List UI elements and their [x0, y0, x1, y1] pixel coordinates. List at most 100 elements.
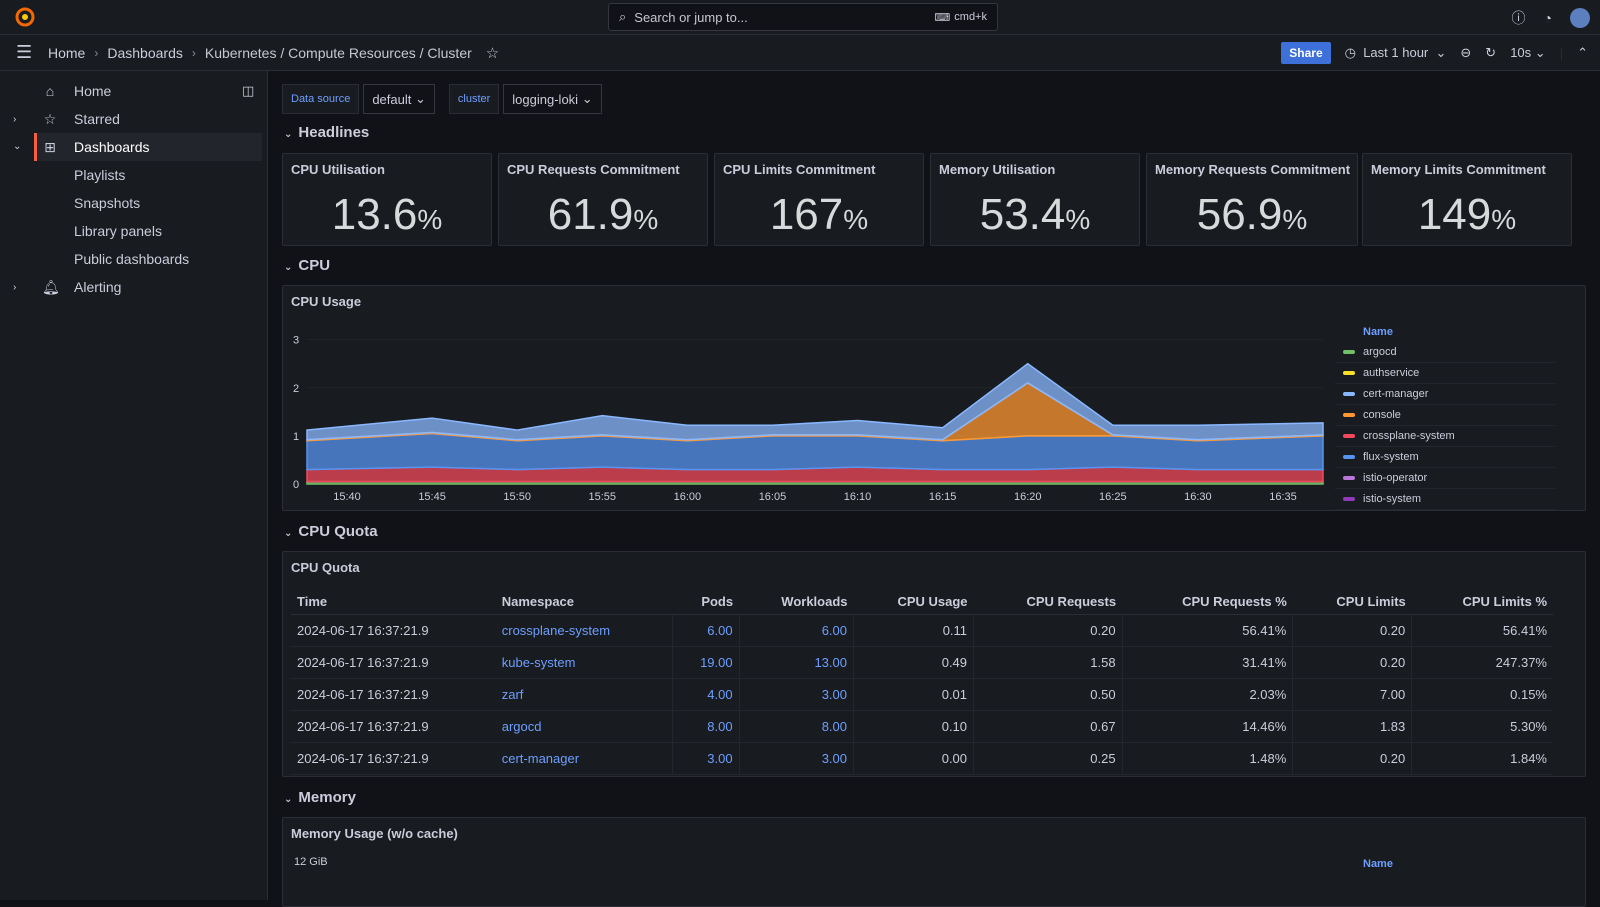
row-cpu[interactable]: ⌄ CPU [284, 257, 331, 274]
table-cell[interactable]: 3.00 [672, 742, 740, 775]
column-header[interactable]: CPU Limits [1292, 590, 1412, 615]
series-area-cert-manager[interactable] [306, 362, 1324, 441]
column-header[interactable]: CPU Requests % [1122, 590, 1293, 615]
column-header[interactable]: Pods [672, 590, 740, 615]
grafana-logo-icon[interactable] [14, 6, 36, 28]
share-button[interactable]: Share [1281, 42, 1331, 64]
table-cell[interactable]: 4.00 [672, 678, 740, 711]
stat-panel[interactable]: CPU Utilisation 13.6% [282, 153, 492, 246]
table-cell: 5.30% [1411, 710, 1553, 743]
table-cell[interactable]: cert-manager [495, 742, 673, 775]
column-header[interactable]: CPU Limits % [1411, 590, 1553, 615]
table-cell: 0.20 [1292, 646, 1412, 679]
breadcrumb-dashboards[interactable]: Dashboards [107, 44, 183, 61]
search-input[interactable]: ⌕ Search or jump to... ⌨ cmd+k [608, 3, 998, 31]
sidebar-item-playlists[interactable]: Playlists [74, 167, 126, 183]
cpu-usage-panel[interactable]: CPU Usage 0 1 2 3 15:40 15:45 15:50 15:55 16:00 1… [282, 285, 1586, 511]
chevron-right-icon[interactable]: › [13, 281, 17, 293]
sidebar-item-starred[interactable]: › ☆ Starred [13, 110, 120, 128]
column-header[interactable]: Workloads [739, 590, 854, 615]
chevron-down-icon[interactable]: ⌄ [13, 141, 22, 152]
breadcrumb-home[interactable]: Home [48, 44, 86, 61]
time-picker[interactable]: ◷ Last 1 hour ⌄ [1344, 45, 1447, 60]
chevron-down-icon: ⌄ [284, 262, 293, 273]
refresh-interval-picker[interactable]: 10s ⌄ [1510, 45, 1546, 60]
table-cell[interactable]: 8.00 [672, 710, 740, 743]
column-header[interactable]: Namespace [495, 590, 673, 615]
legend-swatch [1343, 476, 1355, 480]
news-feed-icon[interactable]: ◔ [1543, 9, 1552, 26]
x-axis-tick: 16:05 [759, 491, 787, 503]
table-cell[interactable]: 3.00 [738, 742, 854, 775]
row-memory[interactable]: ⌄ Memory [284, 789, 356, 806]
legend-header[interactable]: Name [1363, 858, 1393, 870]
chevron-down-icon: ⌄ [1534, 45, 1546, 60]
cpu-quota-panel[interactable]: CPU Quota Time Namespace Pods Workloads CPU … [282, 551, 1586, 777]
search-placeholder: Search or jump to... [634, 9, 748, 25]
memory-usage-panel[interactable]: Memory Usage (w/o cache) 12 GiB Name [282, 817, 1586, 907]
table-cell[interactable]: 3.00 [738, 678, 854, 711]
column-header[interactable]: CPU Usage [853, 590, 974, 615]
table-cell: 2024-06-17 16:37:21.9 [291, 646, 496, 679]
table-cell: 1.48% [1121, 742, 1293, 775]
table-cell[interactable]: 13.00 [738, 646, 854, 679]
chevron-right-icon: › [191, 45, 196, 60]
sidebar-item-library-panels[interactable]: Library panels [74, 223, 162, 239]
legend-item[interactable]: istio-system [1335, 489, 1555, 510]
legend-item[interactable]: istio-operator [1335, 468, 1555, 489]
table-cell[interactable]: 6.00 [672, 614, 740, 647]
legend-item[interactable]: crossplane-system [1335, 426, 1555, 447]
column-header[interactable]: CPU Requests [973, 590, 1123, 615]
stat-panel[interactable]: Memory Utilisation 53.4% [930, 153, 1140, 246]
grid-icon: ⊞ [44, 138, 56, 155]
zoom-out-icon[interactable]: ⊖ [1460, 45, 1472, 60]
collapse-icon[interactable]: ⌃ [1577, 45, 1588, 60]
table-cell: 0.67 [973, 710, 1123, 743]
menu-icon[interactable]: ☰ [16, 42, 33, 62]
cluster-select[interactable]: logging-loki ⌄ [503, 84, 602, 114]
table-cell[interactable]: argocd [495, 710, 673, 743]
stat-panel[interactable]: CPU Requests Commitment 61.9% [498, 153, 708, 246]
x-axis-tick: 16:10 [844, 491, 872, 503]
panel-title: Memory Usage (w/o cache) [291, 826, 458, 841]
sidebar-item-alerting[interactable]: › 🔔︎ Alerting [13, 278, 122, 296]
sidebar-item-home[interactable]: ⌂ Home [0, 77, 268, 105]
legend-item[interactable]: flux-system [1335, 447, 1555, 468]
legend-item[interactable]: console [1335, 405, 1555, 426]
stat-panel[interactable]: Memory Requests Commitment 56.9% [1146, 153, 1358, 246]
refresh-icon[interactable]: ↻ [1485, 45, 1497, 60]
help-icon[interactable]: ⓘ [1511, 9, 1526, 26]
table-cell[interactable]: kube-system [495, 646, 673, 679]
table-cell: 2024-06-17 16:37:21.9 [291, 710, 496, 743]
stat-title: CPU Limits Commitment [723, 162, 876, 177]
table-cell: 2.03% [1121, 678, 1293, 711]
table-cell[interactable]: zarf [495, 678, 673, 711]
avatar[interactable] [1570, 7, 1590, 28]
legend-item[interactable]: argocd [1335, 342, 1555, 363]
table-cell: 31.41% [1121, 646, 1293, 679]
chevron-right-icon[interactable]: › [13, 113, 17, 125]
stat-panel[interactable]: CPU Limits Commitment 167% [714, 153, 924, 246]
table-cell[interactable]: 8.00 [738, 710, 854, 743]
stat-panel[interactable]: Memory Limits Commitment 149% [1362, 153, 1572, 246]
legend-swatch [1343, 497, 1355, 501]
row-headlines[interactable]: ⌄ Headlines [284, 124, 370, 141]
chevron-down-icon: ⌄ [1435, 45, 1447, 60]
legend-item[interactable]: authservice [1335, 363, 1555, 384]
table-cell: 0.11 [852, 614, 974, 647]
legend-header[interactable]: Name [1363, 326, 1393, 338]
sidebar-item-public-dashboards[interactable]: Public dashboards [74, 251, 190, 267]
column-header[interactable]: Time [291, 590, 496, 615]
y-axis-tick: 3 [293, 335, 299, 347]
sidebar-item-snapshots[interactable]: Snapshots [74, 195, 141, 211]
table-cell[interactable]: 19.00 [672, 646, 740, 679]
table-cell[interactable]: 6.00 [738, 614, 854, 647]
legend-item[interactable]: cert-manager [1335, 384, 1555, 405]
dock-menu-icon[interactable]: ◫ [242, 83, 255, 98]
row-cpu-quota[interactable]: ⌄ CPU Quota [284, 523, 378, 540]
table-cell[interactable]: crossplane-system [495, 614, 673, 647]
star-icon[interactable]: ☆ [485, 44, 500, 62]
datasource-select[interactable]: default ⌄ [363, 84, 435, 114]
sidebar-item-dashboards[interactable]: ⊞ Dashboards [34, 133, 262, 161]
cpu-usage-chart[interactable]: 0 1 2 3 15:40 15:45 15:50 15:55 16:00 16:05 16:10 1… [283, 310, 1333, 510]
